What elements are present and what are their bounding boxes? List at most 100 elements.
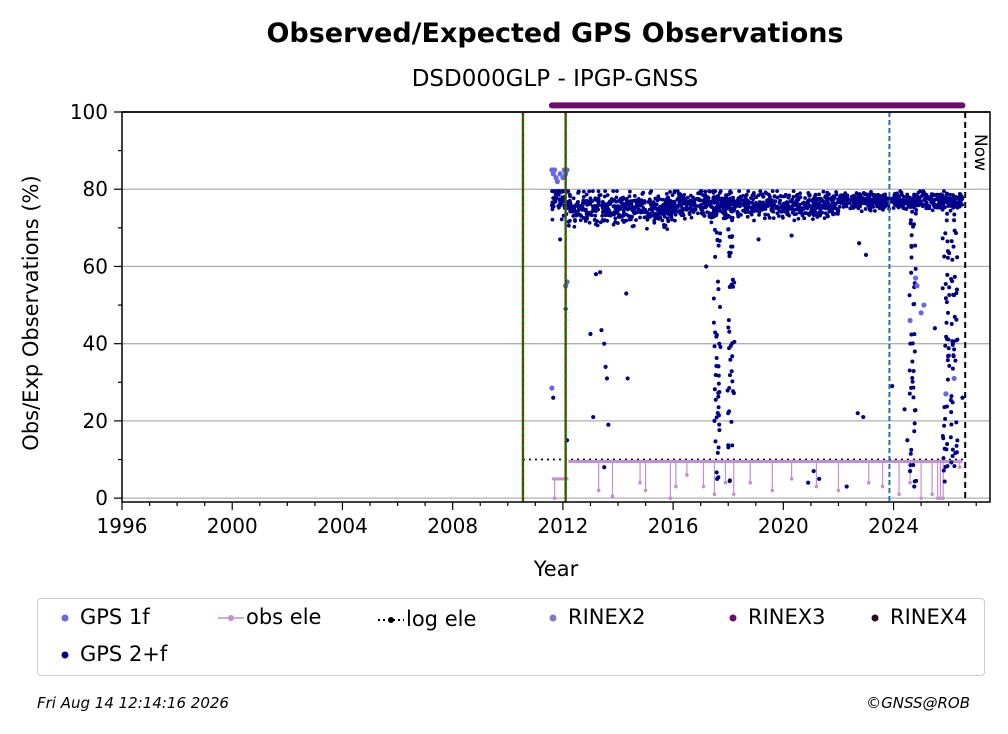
gps2f-point <box>665 227 670 231</box>
gps2f-point <box>596 203 601 208</box>
gps2f-point <box>727 254 732 259</box>
gps2f-point <box>551 201 556 205</box>
gps2f-point <box>726 445 731 450</box>
gps2f-point <box>908 221 913 226</box>
gps2f-point <box>957 191 962 196</box>
gps2f-point <box>631 207 635 212</box>
gps2f-point <box>705 202 710 207</box>
obs-ele-point <box>668 496 673 500</box>
gps2f-point <box>766 192 771 197</box>
gps1f-point <box>943 391 949 397</box>
gps2f-point <box>602 204 607 209</box>
gps2f-point <box>951 293 956 298</box>
gps2f-point <box>909 332 914 337</box>
footer-credit: ©GNSS@ROB <box>866 694 970 712</box>
gps2f-point <box>662 222 666 227</box>
y-tick-label: 100 <box>70 100 108 124</box>
gps2f-point <box>555 189 560 194</box>
gps2f-point <box>675 197 680 202</box>
gps2f-point <box>678 203 683 208</box>
gps2f-point <box>797 202 802 207</box>
gps2f-point <box>746 210 751 214</box>
obs-ele-point <box>552 496 557 500</box>
gps2f-point <box>728 206 732 211</box>
gps2f-point <box>568 200 573 205</box>
gps2f-point <box>882 205 887 209</box>
gps2f-point <box>911 463 916 468</box>
gps2f-point <box>854 191 859 196</box>
gps2f-point <box>677 200 682 205</box>
gps2f-point <box>752 209 756 214</box>
gps2f-point <box>717 422 722 427</box>
gps2f-point <box>721 216 726 221</box>
gps2f-point <box>947 285 952 290</box>
gps2f-point <box>751 197 755 202</box>
gps2f-point <box>908 204 913 209</box>
gps2f-point <box>597 193 602 198</box>
gps2f-point <box>701 205 706 210</box>
gps2f-point <box>789 233 794 238</box>
gps2f-point <box>634 218 638 222</box>
y-tick-label: 20 <box>83 409 108 433</box>
gps2f-point <box>787 206 792 210</box>
gps2f-point <box>863 207 868 211</box>
gps2f-point <box>881 207 885 212</box>
gps2f-point <box>641 190 646 195</box>
gps2f-point <box>771 216 776 221</box>
gps2f-point <box>757 200 762 204</box>
gps2f-point <box>698 203 703 207</box>
obs-ele-point <box>770 488 775 493</box>
gps2f-point <box>613 216 618 221</box>
obs-ele-point <box>814 484 819 489</box>
gps2f-point <box>615 189 619 194</box>
gps2f-point <box>910 209 915 214</box>
gps2f-point <box>813 206 818 211</box>
gps2f-point <box>717 305 722 310</box>
x-tick-label: 2000 <box>207 514 258 538</box>
gps2f-point <box>954 317 959 322</box>
gps2f-point <box>679 209 684 214</box>
gps2f-point <box>573 217 577 222</box>
gps2f-point <box>870 192 875 197</box>
gps2f-point <box>717 341 722 346</box>
gps2f-point <box>750 193 755 198</box>
gps2f-point <box>868 206 873 210</box>
gps2f-point <box>689 215 694 220</box>
gps2f-point <box>840 195 845 199</box>
gps2f-point <box>640 210 645 215</box>
gps2f-point <box>576 209 580 214</box>
gps2f-point <box>714 211 719 216</box>
gps2f-point <box>682 201 687 206</box>
gps2f-point <box>742 209 747 214</box>
gps2f-point <box>727 192 731 197</box>
gps2f-point <box>675 205 680 210</box>
obs-ele-point <box>930 492 934 497</box>
gps2f-point <box>722 212 726 216</box>
gps2f-point <box>920 204 925 209</box>
gps2f-point <box>614 210 619 215</box>
gps2f-point <box>790 197 795 202</box>
gps2f-point <box>600 200 605 204</box>
obs-ele-point <box>643 488 648 493</box>
y-axis-label: Obs/Exp Observations (%) <box>19 175 43 450</box>
gps2f-point <box>942 189 946 194</box>
gps2f-point <box>587 189 592 194</box>
gps2f-point <box>585 210 590 215</box>
gps2f-point <box>639 198 644 203</box>
gps2f-point <box>750 200 755 205</box>
gps2f-point <box>712 344 717 349</box>
gps2f-point <box>624 199 629 203</box>
gps2f-point <box>909 270 914 275</box>
gps2f-point <box>813 209 818 214</box>
gps2f-point <box>727 478 732 483</box>
gps2f-point <box>660 197 665 202</box>
gps2f-point <box>844 484 849 489</box>
gps2f-point <box>959 196 964 201</box>
gps2f-point <box>952 218 957 223</box>
gps2f-point <box>716 373 721 378</box>
gps2f-point <box>556 205 561 210</box>
gps2f-point <box>600 218 605 222</box>
gps2f-point <box>710 205 715 210</box>
gps2f-point <box>672 205 677 210</box>
